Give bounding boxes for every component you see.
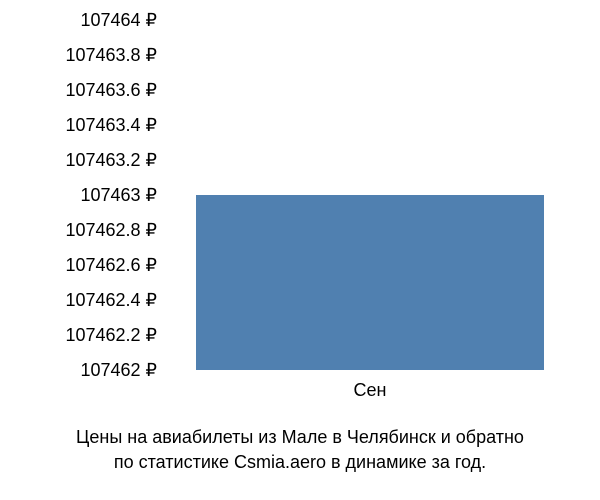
caption-line-1: Цены на авиабилеты из Мале в Челябинск и…	[76, 427, 524, 447]
x-tick: Сен	[354, 380, 387, 401]
caption-line-2: по статистике Csmia.aero в динамике за г…	[114, 452, 486, 472]
plot-area: Сен	[165, 20, 575, 370]
y-tick: 107463.2 ₽	[0, 151, 165, 169]
price-chart: 107464 ₽ 107463.8 ₽ 107463.6 ₽ 107463.4 …	[0, 0, 600, 500]
y-tick: 107463 ₽	[0, 186, 165, 204]
y-tick: 107462 ₽	[0, 361, 165, 379]
y-tick: 107463.4 ₽	[0, 116, 165, 134]
y-tick: 107462.4 ₽	[0, 291, 165, 309]
y-tick: 107463.8 ₽	[0, 46, 165, 64]
y-tick: 107462.8 ₽	[0, 221, 165, 239]
chart-caption: Цены на авиабилеты из Мале в Челябинск и…	[0, 425, 600, 475]
y-tick: 107463.6 ₽	[0, 81, 165, 99]
y-tick: 107462.2 ₽	[0, 326, 165, 344]
y-tick: 107464 ₽	[0, 11, 165, 29]
bar-sep	[196, 195, 545, 370]
y-tick: 107462.6 ₽	[0, 256, 165, 274]
y-axis: 107464 ₽ 107463.8 ₽ 107463.6 ₽ 107463.4 …	[0, 20, 165, 370]
